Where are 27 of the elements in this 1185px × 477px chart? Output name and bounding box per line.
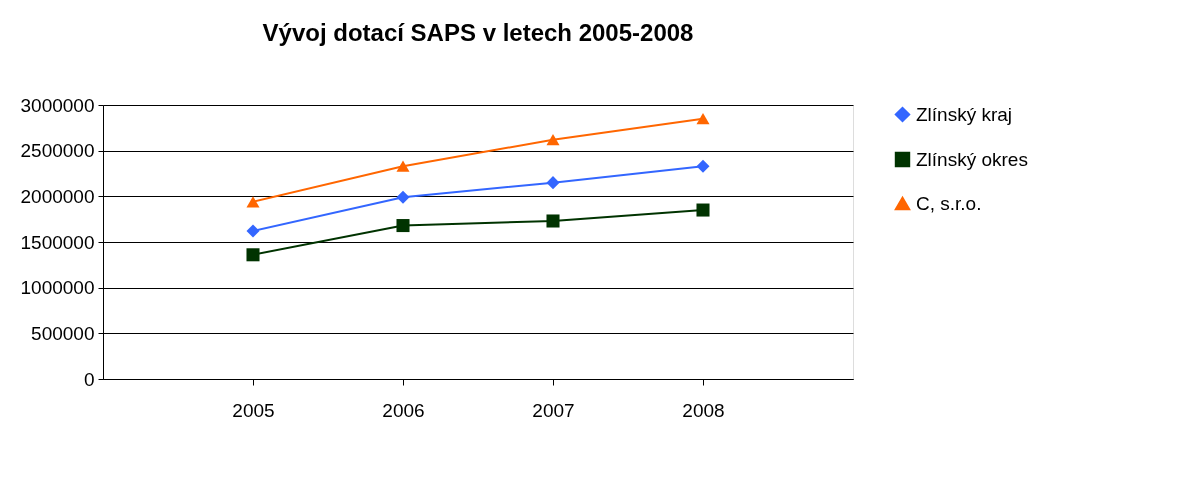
x-tick-label: 2007	[532, 399, 575, 421]
y-tick-label: 0	[83, 368, 95, 390]
point	[246, 248, 260, 262]
y-tick-label: 3000000	[20, 94, 95, 116]
x-tick-label: 2006	[382, 399, 425, 421]
chart-title: Vývoj dotací SAPS v letech 2005-2008	[262, 19, 694, 46]
point	[546, 176, 560, 190]
legend-label: C, s.r.o.	[916, 192, 982, 214]
point	[396, 160, 410, 172]
y-tick-label: 1500000	[20, 231, 95, 253]
point	[546, 214, 560, 228]
point	[396, 219, 410, 233]
y-tick-label: 2000000	[20, 185, 95, 207]
point	[396, 190, 410, 204]
x-tick-label: 2008	[682, 399, 725, 421]
legend-label: Zlínský kraj	[916, 103, 1013, 125]
point	[696, 203, 710, 217]
x-tick-label: 2005	[232, 399, 275, 421]
legend-label: Zlínský okres	[916, 148, 1028, 170]
point	[546, 134, 560, 146]
point	[696, 159, 710, 173]
point	[246, 196, 260, 208]
y-tick-label: 2500000	[20, 140, 95, 162]
y-tick-label: 1000000	[20, 277, 95, 299]
point	[246, 224, 260, 238]
point	[696, 113, 710, 125]
y-tick-label: 500000	[31, 322, 95, 344]
